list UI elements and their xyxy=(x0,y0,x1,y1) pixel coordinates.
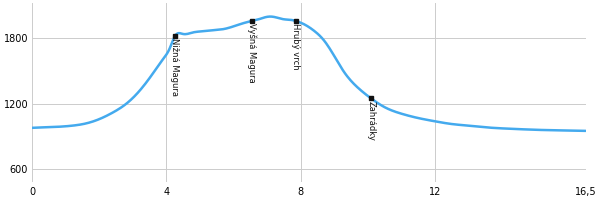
Text: Hrubý vrch: Hrubý vrch xyxy=(291,23,300,70)
Text: Zahrádky: Zahrádky xyxy=(367,101,376,140)
Text: Nižná Magura: Nižná Magura xyxy=(170,38,179,96)
Text: Vyšná Magura: Vyšná Magura xyxy=(247,23,257,83)
